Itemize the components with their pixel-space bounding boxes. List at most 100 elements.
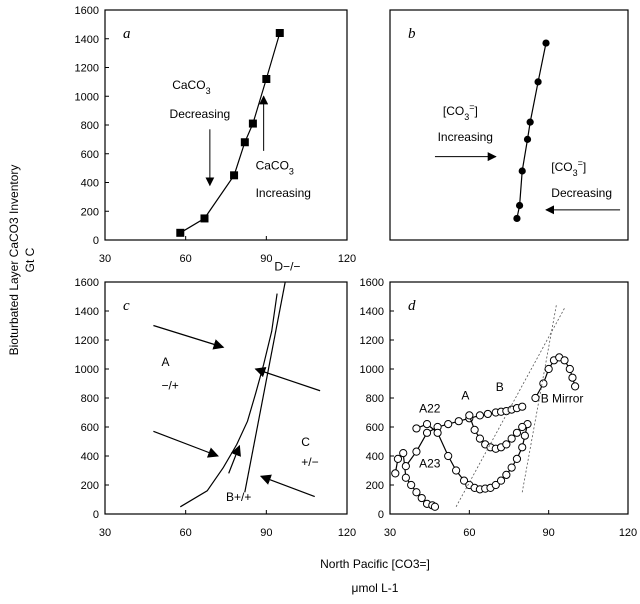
panel-d-point <box>391 469 400 478</box>
panel-c-label: −/+ <box>161 378 178 392</box>
panel-d-point <box>444 420 453 429</box>
panel-c-ytick-label: 0 <box>93 509 99 521</box>
panel-d-point <box>470 425 479 434</box>
panel-a-point <box>275 29 284 37</box>
panel-d-point <box>512 454 522 463</box>
panel-d-point <box>407 480 416 490</box>
panel-b-point <box>526 118 534 126</box>
panel-d-letter: d <box>408 298 416 314</box>
panel-d-point <box>399 449 408 458</box>
panel-b-point <box>515 201 524 210</box>
panel-d-point <box>507 463 516 472</box>
panel-a-point <box>248 119 257 128</box>
panel-a-ytick-label: 200 <box>81 206 99 218</box>
panel-d-label: A22 <box>419 402 441 416</box>
panel-b-series-line <box>516 42 547 219</box>
panel-d-point <box>393 454 403 463</box>
decreasing-label: Decreasing <box>551 186 612 200</box>
panel-d-point <box>539 379 548 388</box>
panel-d-point <box>465 411 474 420</box>
caco3-increasing-label: CaCO3 <box>256 159 294 177</box>
panel-d-point <box>518 422 527 432</box>
panel-a-point <box>230 171 239 180</box>
panel-a-series-line <box>179 32 281 234</box>
panel-d-ytick-label: 400 <box>366 451 384 463</box>
panel-a-point <box>240 138 249 147</box>
panel-c-arrow <box>153 324 225 350</box>
panel-a-ytick-label: 400 <box>81 178 99 190</box>
panel-c-frame <box>104 281 348 515</box>
panel-d-point <box>412 488 421 497</box>
panel-d-label: A <box>461 388 469 402</box>
panel-b-point <box>542 39 550 47</box>
panel-a-point <box>176 228 185 237</box>
panel-a-xtick-label: 60 <box>180 253 192 265</box>
panel-d-point <box>507 434 516 443</box>
panel-d-point <box>520 431 529 440</box>
panel-d-point <box>401 462 410 471</box>
decreasing-label: Decreasing <box>170 107 231 121</box>
panel-d-frame <box>389 281 629 515</box>
panel-a-point <box>262 75 271 83</box>
panel-d-xtick-label: 120 <box>619 527 637 539</box>
panel-d-point <box>430 502 440 511</box>
panel-a-xtick-label: 120 <box>338 253 356 265</box>
panel-d-point <box>417 493 426 503</box>
panel-d-ytick-label: 0 <box>378 509 384 521</box>
y-axis-title: Bioturbated Layer CaCO3 Inventory <box>7 165 21 356</box>
panel-d-point <box>544 364 553 374</box>
co3-increasing-label: [CO3=] <box>443 102 478 122</box>
panel-d-point <box>502 440 511 449</box>
y-axis-unit: Gt C <box>23 247 37 272</box>
panel-c-xtick-label: 90 <box>260 527 272 539</box>
panel-d-point <box>422 420 432 429</box>
panel-c-label: C <box>301 435 310 449</box>
panel-d-xtick-label: 30 <box>384 527 396 539</box>
panel-b-point <box>513 214 521 223</box>
panel-d-point <box>518 443 527 452</box>
panel-d-label: B <box>496 380 504 394</box>
x-axis-title: North Pacific [CO3=] <box>320 557 430 571</box>
panel-c-ytick-label: 1400 <box>75 306 99 318</box>
panel-d-point <box>422 428 432 437</box>
panel-d-point <box>475 411 485 420</box>
panel-d-label: A23 <box>419 457 441 471</box>
panel-c-ytick-label: 800 <box>81 393 99 405</box>
panel-d-ytick-label: 200 <box>366 480 384 492</box>
panel-d-ytick-label: 1000 <box>360 364 384 376</box>
caco3-decreasing-label: CaCO3 <box>172 78 210 96</box>
panel-d-point <box>454 417 463 426</box>
panel-b-point <box>518 167 526 175</box>
panel-d-ytick-label: 1200 <box>360 335 384 347</box>
panel-c-xtick-label: 120 <box>338 527 356 539</box>
panel-d-point <box>412 424 421 433</box>
panel-d-point <box>512 428 522 437</box>
x-axis-unit: μmol L-1 <box>352 581 399 595</box>
panel-a-frame <box>104 9 348 241</box>
panel-d-ytick-label: 600 <box>366 422 384 434</box>
panel-c-label: D−/− <box>274 259 300 273</box>
panel-d-point <box>565 364 574 374</box>
panel-c-arrow <box>153 430 219 458</box>
panel-d-point <box>452 466 461 475</box>
panel-c-arrow <box>254 366 321 392</box>
panel-b-point <box>523 135 532 143</box>
panel-d-point <box>401 473 410 482</box>
panel-c-label: B+/+ <box>226 490 251 504</box>
panel-d-ytick-label: 1400 <box>360 306 384 318</box>
panel-d-point <box>568 373 577 382</box>
panel-c-ytick-label: 1200 <box>75 335 99 347</box>
panel-d-point <box>433 428 442 437</box>
panel-a-ytick-label: 1200 <box>75 63 99 75</box>
panel-a-ytick-label: 600 <box>81 149 99 161</box>
panel-d-xtick-label: 60 <box>463 527 475 539</box>
panel-d-point <box>560 356 569 365</box>
panel-d-point <box>502 470 511 479</box>
panel-c-ytick-label: 200 <box>81 480 99 492</box>
panel-c-arrow <box>259 474 315 498</box>
panel-b-letter: b <box>408 26 416 42</box>
panel-c-series-line <box>179 293 278 508</box>
increasing-label: Increasing <box>438 130 493 144</box>
panel-d-point <box>412 447 421 456</box>
panel-d-point <box>496 476 506 485</box>
